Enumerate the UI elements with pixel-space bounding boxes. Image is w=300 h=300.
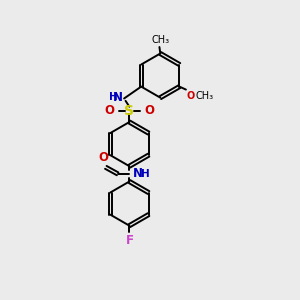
Text: N: N	[112, 91, 123, 104]
Text: O: O	[99, 152, 109, 164]
Text: N: N	[133, 167, 143, 180]
Text: CH₃: CH₃	[196, 91, 214, 101]
Text: O: O	[105, 104, 115, 117]
Text: F: F	[125, 234, 134, 247]
Text: H: H	[141, 169, 149, 179]
Text: O: O	[144, 104, 154, 117]
Text: O: O	[187, 91, 195, 101]
Text: CH₃: CH₃	[151, 35, 169, 45]
Text: S: S	[124, 104, 134, 118]
Text: H: H	[109, 92, 118, 102]
